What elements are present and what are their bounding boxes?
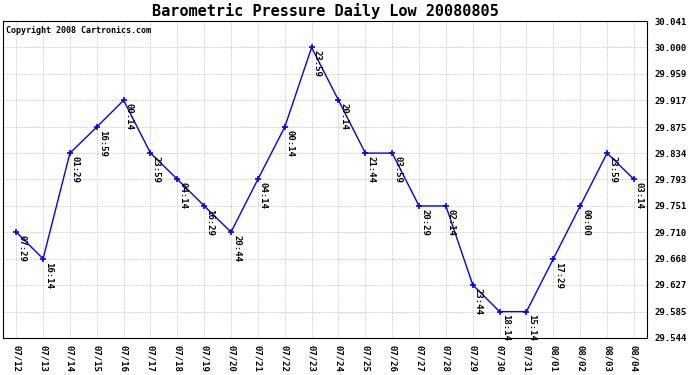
Text: 20:14: 20:14 — [339, 103, 348, 130]
Text: 15:14: 15:14 — [528, 314, 537, 341]
Text: 16:14: 16:14 — [44, 261, 53, 288]
Text: 00:14: 00:14 — [125, 103, 134, 130]
Text: 20:29: 20:29 — [420, 209, 429, 236]
Text: 07:29: 07:29 — [17, 235, 26, 262]
Text: 23:44: 23:44 — [474, 288, 483, 315]
Text: 17:29: 17:29 — [554, 261, 564, 288]
Text: 01:29: 01:29 — [71, 156, 80, 183]
Title: Barometric Pressure Daily Low 20080805: Barometric Pressure Daily Low 20080805 — [152, 3, 498, 19]
Text: 20:44: 20:44 — [232, 235, 241, 262]
Text: 00:14: 00:14 — [286, 130, 295, 157]
Text: 03:14: 03:14 — [635, 182, 644, 209]
Text: 00:00: 00:00 — [581, 209, 590, 236]
Text: 16:29: 16:29 — [205, 209, 215, 236]
Text: 03:59: 03:59 — [393, 156, 402, 183]
Text: Copyright 2008 Cartronics.com: Copyright 2008 Cartronics.com — [6, 26, 151, 35]
Text: 18:14: 18:14 — [501, 314, 510, 341]
Text: 16:59: 16:59 — [98, 130, 107, 157]
Text: 23:59: 23:59 — [152, 156, 161, 183]
Text: 23:59: 23:59 — [608, 156, 617, 183]
Text: 23:59: 23:59 — [313, 50, 322, 77]
Text: 04:14: 04:14 — [179, 182, 188, 209]
Text: 02:14: 02:14 — [447, 209, 456, 236]
Text: 21:44: 21:44 — [366, 156, 375, 183]
Text: 04:14: 04:14 — [259, 182, 268, 209]
